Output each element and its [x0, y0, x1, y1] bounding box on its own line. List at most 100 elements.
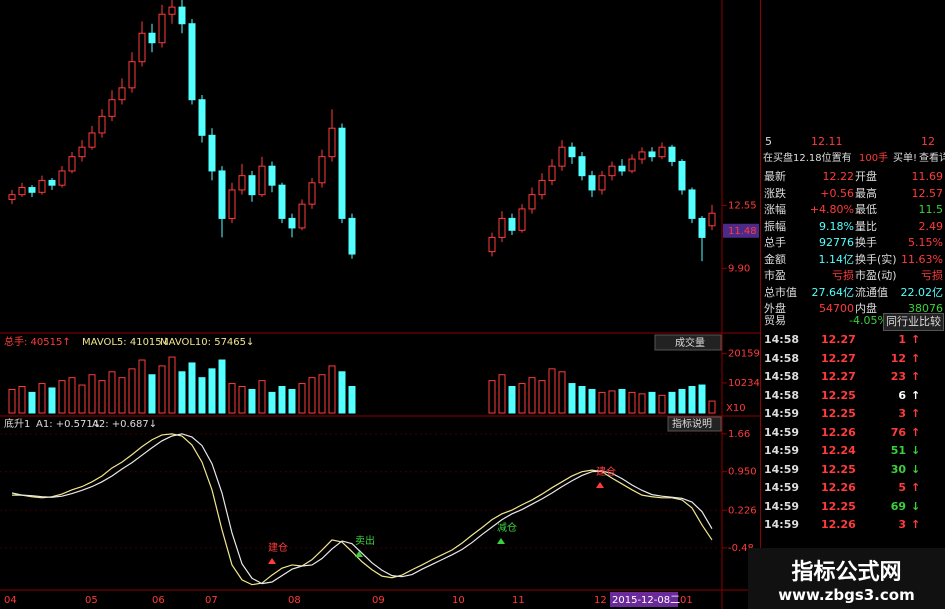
- volume-bar: [498, 374, 506, 414]
- tick-arrow: ↑: [911, 388, 921, 402]
- signal-label: 减仓: [497, 521, 517, 534]
- quote-label: 市盈(动): [855, 269, 897, 282]
- quote-label: 外盘: [764, 302, 786, 315]
- tick-volume: 76: [890, 425, 906, 439]
- volume-bar: [168, 356, 176, 414]
- volume-bar: [638, 393, 646, 414]
- volume-bar: [698, 384, 706, 414]
- volume-bar: [208, 368, 216, 414]
- quote-label: 总手: [764, 236, 786, 249]
- tick-volume: 1: [898, 333, 906, 346]
- volume-bar: [188, 362, 196, 414]
- volume-bar: [518, 383, 526, 414]
- volume-header: MAVOL10: 57465↓: [160, 337, 254, 348]
- candle-body: [298, 203, 306, 229]
- quote-label: 涨跌: [764, 186, 786, 200]
- candle-body: [518, 208, 526, 231]
- tick-volume: 3: [898, 518, 906, 531]
- header-button[interactable]: [654, 334, 722, 351]
- indicator-line: [11, 433, 713, 585]
- tick-arrow: ↑: [911, 425, 921, 439]
- tick-volume: 69: [890, 499, 906, 513]
- x-tick-label: 2015-12-08二: [612, 595, 680, 606]
- x-tick-label: 04: [4, 595, 17, 606]
- quote-value: 亏损: [832, 269, 854, 282]
- button-label: 成交量: [675, 336, 705, 349]
- quote-value: 11.63%: [901, 252, 943, 266]
- tick-arrow: ↑: [911, 518, 921, 531]
- volume-bar: [48, 387, 56, 414]
- y-tick-label: 1.66: [728, 429, 750, 440]
- candle-body: [58, 170, 66, 186]
- quote-value: 亏损: [921, 269, 943, 282]
- candle-body: [68, 156, 76, 172]
- volume-bar: [538, 380, 546, 414]
- volume-bar: [28, 391, 36, 414]
- volume-bar: [658, 394, 666, 414]
- quote-label: 金额: [764, 252, 786, 266]
- tick-price: 12.25: [821, 407, 856, 420]
- volume-bar: [708, 400, 716, 414]
- chart-area: 12.55 11.48 9.90 20159 10234 X10 总手: 40515↑ MAV…: [0, 0, 760, 609]
- volume-bar: [508, 386, 516, 414]
- top-row-value: 12.11: [811, 135, 843, 148]
- volume-bar: [628, 391, 636, 414]
- tick-price: 12.26: [821, 481, 856, 494]
- candle-body: [618, 165, 626, 172]
- candle-body: [578, 156, 586, 177]
- candle-body: [508, 217, 516, 231]
- candle-body: [88, 132, 96, 148]
- candle-body: [538, 179, 546, 196]
- quote-value: 54700: [819, 302, 854, 315]
- quote-value: 2.49: [918, 219, 944, 233]
- quote-label: 换手(实): [855, 252, 897, 266]
- tick-time: 14:59: [764, 444, 800, 457]
- candle-body: [168, 6, 176, 15]
- quote-label: 振幅: [764, 219, 786, 233]
- volume-bar: [578, 386, 586, 414]
- quote-label: 流通值: [855, 285, 888, 299]
- tick-price: 12.27: [821, 333, 856, 346]
- candle-body: [698, 217, 706, 238]
- candle-body: [318, 156, 326, 184]
- tick-price: 12.25: [821, 462, 856, 476]
- y-tick-label: 0.950: [728, 467, 757, 478]
- candle-body: [308, 182, 316, 205]
- candle-body: [78, 146, 86, 158]
- x-tick-label: 11: [512, 595, 525, 606]
- volume-bar: [318, 374, 326, 414]
- volume-bar: [348, 386, 356, 414]
- candle-body: [278, 184, 286, 219]
- tick-price: 12.27: [821, 351, 856, 365]
- tick-time: 14:59: [764, 425, 800, 439]
- volume-bar: [18, 386, 26, 414]
- x-tick-label: 06: [152, 595, 165, 606]
- order-notice: 在买盘12.18位置有: [763, 153, 852, 164]
- x-tick-label: 12: [594, 595, 607, 606]
- industry-change: -4.05%: [849, 314, 888, 327]
- candle-body: [268, 165, 276, 186]
- candle-body: [608, 165, 616, 177]
- volume-bar: [528, 377, 536, 414]
- tick-price: 12.25: [821, 499, 856, 513]
- header-button[interactable]: [667, 416, 722, 432]
- tick-volume: 6: [898, 388, 906, 402]
- candle-body: [208, 134, 216, 172]
- candle-body: [668, 146, 676, 162]
- date-cursor: [610, 592, 678, 607]
- tick-volume: 23: [890, 370, 906, 383]
- tick-volume: 5: [898, 481, 906, 494]
- volume-bar: [118, 377, 126, 414]
- tick-arrow: ↓: [911, 499, 921, 513]
- quote-label: 总市值: [764, 285, 797, 299]
- industry-button[interactable]: 同行业比较: [883, 313, 944, 331]
- quote-value: 27.64亿: [811, 285, 855, 299]
- quote-label: 涨幅: [764, 203, 786, 216]
- tick-time: 14:58: [764, 388, 800, 402]
- indicator-header: A2: +0.687↓: [92, 419, 157, 430]
- volume-bar: [138, 359, 146, 414]
- quote-label: 开盘: [855, 170, 877, 183]
- candle-body: [548, 165, 556, 181]
- candle-body: [198, 99, 206, 136]
